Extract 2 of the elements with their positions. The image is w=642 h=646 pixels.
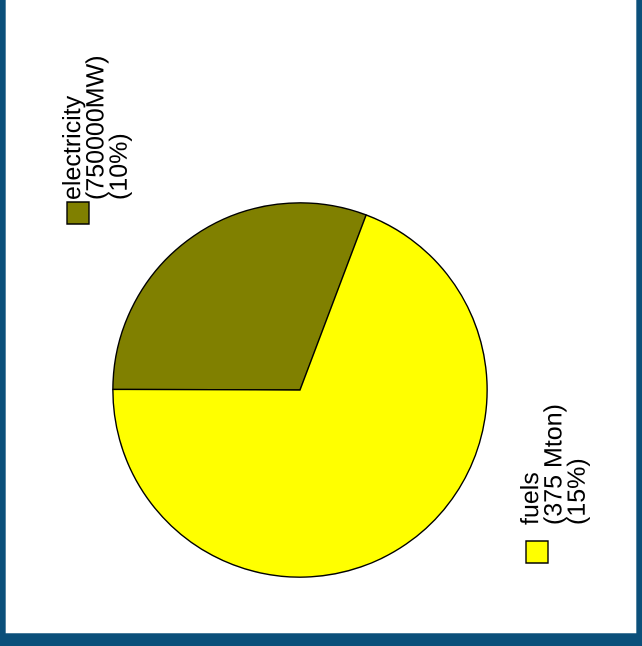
slice-label: electricity (750000MW) (10%) [62,57,132,199]
slice-label: fuels (375 Mton) (15%) [520,406,590,525]
